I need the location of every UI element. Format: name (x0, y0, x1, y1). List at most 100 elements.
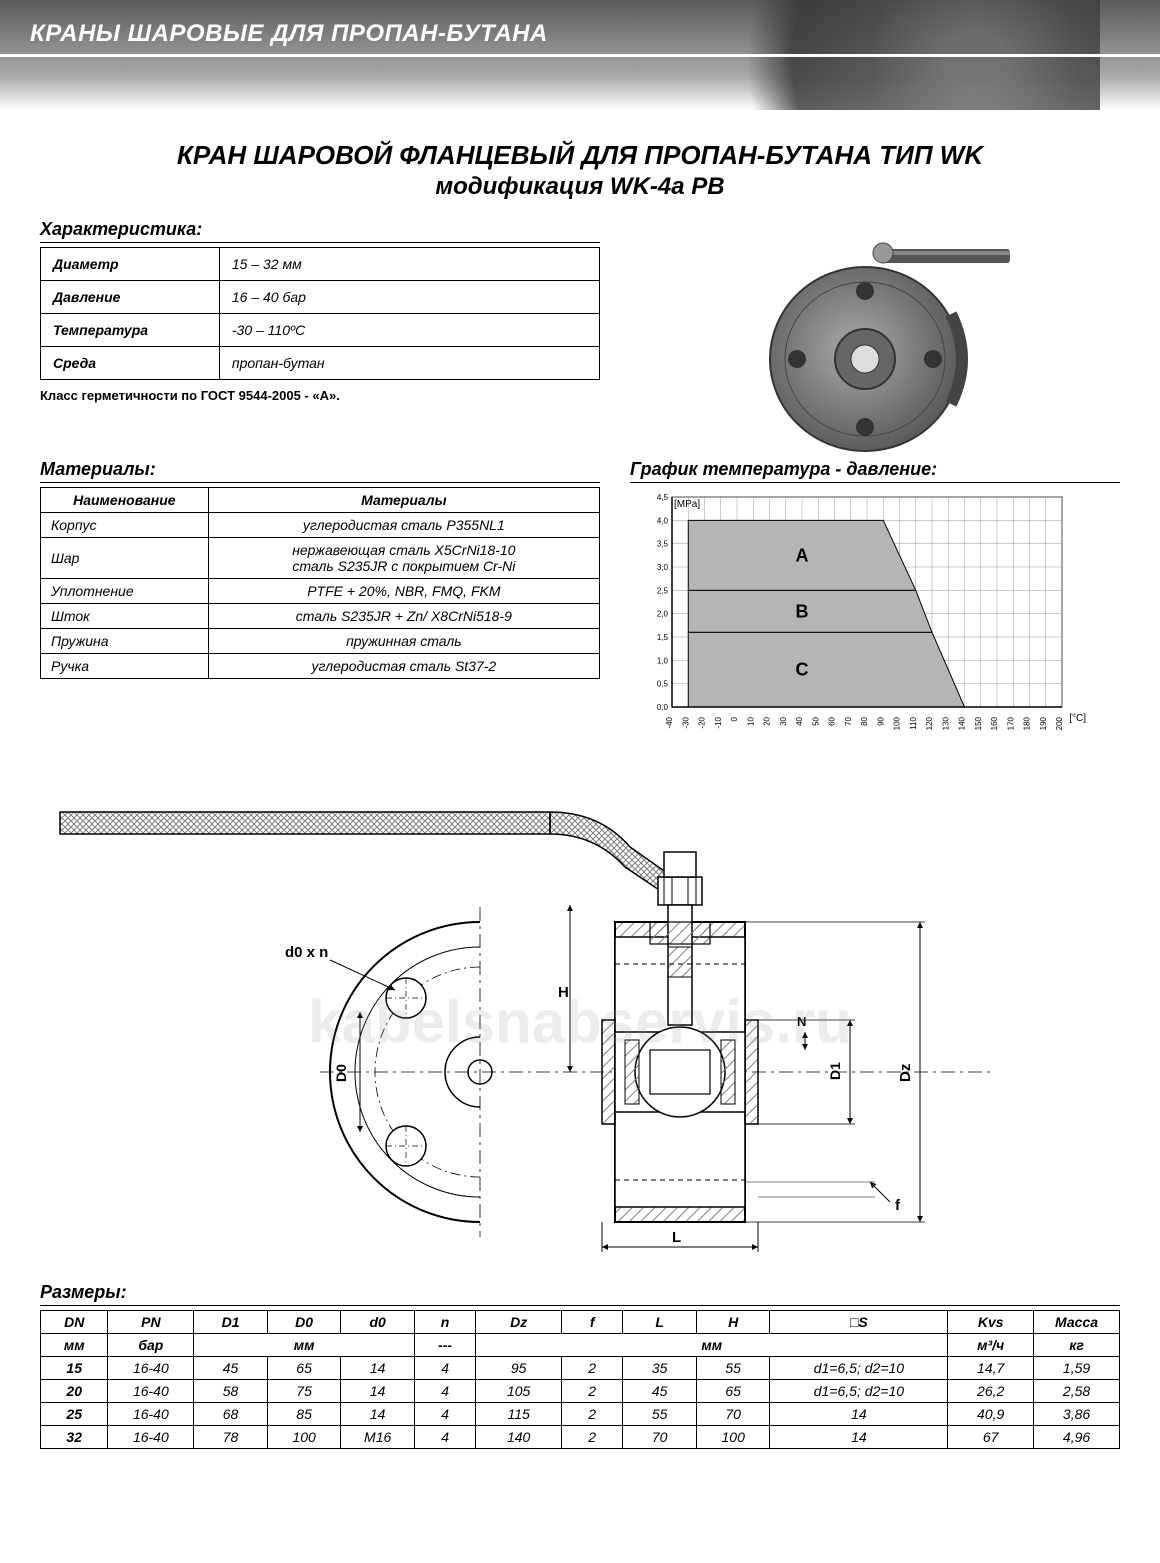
svg-text:80: 80 (860, 716, 869, 725)
material-name: Ручка (41, 654, 209, 679)
svg-text:140: 140 (958, 716, 967, 730)
sizes-cell: 55 (696, 1357, 770, 1380)
sizes-cell: 16-40 (108, 1380, 194, 1403)
materials-table: Наименование Материалы Корпусуглеродиста… (40, 487, 600, 679)
sizes-cell: 16-40 (108, 1357, 194, 1380)
svg-text:0: 0 (730, 716, 739, 721)
svg-text:190: 190 (1039, 716, 1048, 730)
material-value: углеродистая сталь P355NL1 (208, 513, 599, 538)
materials-chart-row: Материалы: Наименование Материалы Корпус… (40, 459, 1120, 752)
specs-value: 16 – 40 бар (219, 281, 599, 314)
sizes-col-header: D0 (267, 1311, 341, 1334)
sizes-cell: 67 (948, 1426, 1034, 1449)
material-value: нержавеющая сталь X5CrNi18-10сталь S235J… (208, 538, 599, 579)
specs-label: Диаметр (41, 248, 220, 281)
svg-text:120: 120 (925, 716, 934, 730)
sizes-cell: 45 (623, 1380, 697, 1403)
specs-value: 15 – 32 мм (219, 248, 599, 281)
sizes-cell: 16-40 (108, 1426, 194, 1449)
sizes-row: 3216-4078100M16414027010014674,96 (41, 1426, 1120, 1449)
svg-text:130: 130 (941, 716, 950, 730)
svg-text:B: B (796, 601, 809, 621)
specs-table: Диаметр15 – 32 ммДавление16 – 40 барТемп… (40, 247, 600, 380)
materials-row: Корпусуглеродистая сталь P355NL1 (41, 513, 600, 538)
specs-row: Диаметр15 – 32 мм (41, 248, 600, 281)
sizes-cell: 25 (41, 1403, 108, 1426)
sizes-cell: 2 (562, 1403, 623, 1426)
materials-column: Материалы: Наименование Материалы Корпус… (40, 459, 600, 752)
svg-text:1,5: 1,5 (657, 633, 669, 642)
pressure-temp-chart: ABC0,00,51,01,52,02,53,03,54,04,5-40-30-… (630, 487, 1090, 747)
svg-text:Dz: Dz (897, 1064, 914, 1082)
specs-row: Средапропан-бутан (41, 347, 600, 380)
materials-row: Ручкауглеродистая сталь St37-2 (41, 654, 600, 679)
svg-text:30: 30 (779, 716, 788, 725)
sizes-col-header: PN (108, 1311, 194, 1334)
sizes-cell: 15 (41, 1357, 108, 1380)
specs-column: Характеристика: Диаметр15 – 32 ммДавлени… (40, 219, 600, 459)
sizes-cell: 140 (476, 1426, 562, 1449)
materials-row: Пружинапружинная сталь (41, 629, 600, 654)
sizes-cell: 70 (696, 1403, 770, 1426)
sizes-col-header: L (623, 1311, 697, 1334)
sizes-cell: 105 (476, 1380, 562, 1403)
sizes-unit-cell: м³/ч (948, 1334, 1034, 1357)
sizes-cell: 75 (267, 1380, 341, 1403)
sizes-cell: 100 (267, 1426, 341, 1449)
sizes-cell: 14 (341, 1403, 415, 1426)
sizes-cell: 45 (194, 1357, 268, 1380)
sizes-row: 2016-40587514410524565d1=6,5; d2=1026,22… (41, 1380, 1120, 1403)
specs-label: Среда (41, 347, 220, 380)
svg-text:110: 110 (909, 716, 918, 729)
material-name: Уплотнение (41, 579, 209, 604)
materials-heading: Материалы: (40, 459, 600, 483)
sizes-unit-cell: --- (414, 1334, 475, 1357)
svg-text:d0 x n: d0 x n (285, 944, 328, 961)
material-value: пружинная сталь (208, 629, 599, 654)
sizes-cell: 14 (341, 1357, 415, 1380)
materials-col2: Материалы (208, 488, 599, 513)
svg-text:D0: D0 (333, 1064, 349, 1082)
sizes-unit-cell: мм (194, 1334, 415, 1357)
svg-text:2,5: 2,5 (657, 586, 669, 595)
svg-text:-20: -20 (698, 716, 707, 728)
sizes-cell: 4 (414, 1403, 475, 1426)
sizes-col-header: n (414, 1311, 475, 1334)
sizes-cell: M16 (341, 1426, 415, 1449)
svg-text:200: 200 (1055, 716, 1064, 730)
sizes-cell: 35 (623, 1357, 697, 1380)
sizes-cell: 3,86 (1034, 1403, 1120, 1426)
svg-text:-30: -30 (681, 716, 690, 728)
materials-row: УплотнениеPTFE + 20%, NBR, FMQ, FKM (41, 579, 600, 604)
svg-text:180: 180 (1023, 716, 1032, 730)
svg-text:170: 170 (1006, 716, 1015, 730)
sizes-cell: 2 (562, 1426, 623, 1449)
material-name: Шар (41, 538, 209, 579)
sizes-col-header: D1 (194, 1311, 268, 1334)
svg-text:f: f (895, 1197, 901, 1214)
sizes-cell: 40,9 (948, 1403, 1034, 1426)
svg-text:1,0: 1,0 (657, 656, 669, 665)
svg-text:H: H (558, 984, 569, 1001)
sizes-cell: 68 (194, 1403, 268, 1426)
sizes-table: DNPND1D0d0nDzfLH□SKvsМасса ммбармм---ммм… (40, 1310, 1120, 1449)
sizes-col-header: H (696, 1311, 770, 1334)
sizes-cell: d1=6,5; d2=10 (770, 1357, 948, 1380)
sizes-heading: Размеры: (40, 1282, 1120, 1306)
sizes-row: 2516-406885144115255701440,93,86 (41, 1403, 1120, 1426)
sizes-cell: d1=6,5; d2=10 (770, 1380, 948, 1403)
svg-text:4,5: 4,5 (657, 493, 669, 502)
banner-title: КРАНЫ ШАРОВЫЕ ДЛЯ ПРОПАН-БУТАНА (30, 20, 548, 48)
sizes-col-header: Масса (1034, 1311, 1120, 1334)
sizes-cell: 4 (414, 1426, 475, 1449)
sizes-cell: 95 (476, 1357, 562, 1380)
specs-value: пропан-бутан (219, 347, 599, 380)
svg-text:N: N (797, 1014, 806, 1029)
page-subtitle: модификация WK-4a PB (40, 173, 1120, 201)
sizes-cell: 70 (623, 1426, 697, 1449)
material-value: PTFE + 20%, NBR, FMQ, FKM (208, 579, 599, 604)
svg-text:-40: -40 (665, 716, 674, 728)
chart-column: График температура - давление: ABC0,00,5… (630, 459, 1120, 752)
sizes-cell: 85 (267, 1403, 341, 1426)
sizes-col-header: d0 (341, 1311, 415, 1334)
